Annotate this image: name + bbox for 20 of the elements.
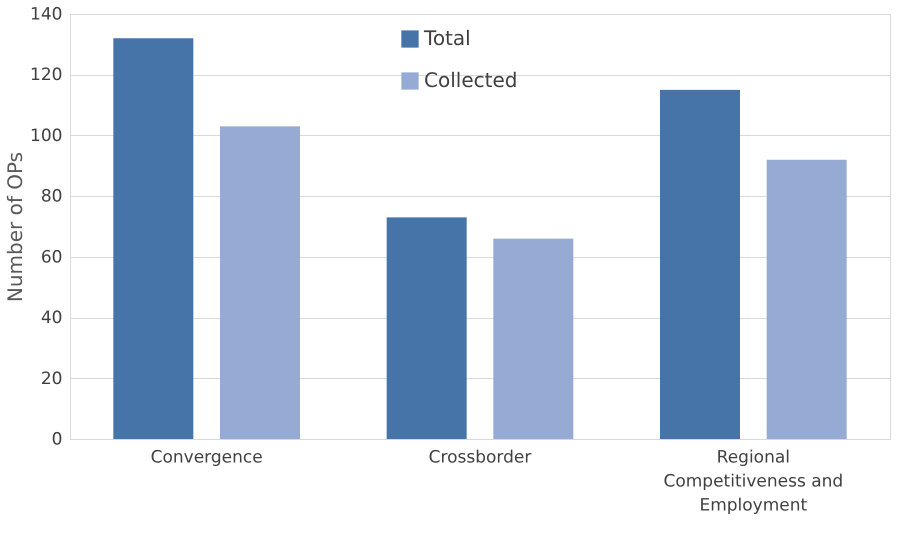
legend-label: Collected (424, 68, 518, 92)
y-tick-label: 100 (30, 126, 62, 146)
bar (386, 217, 467, 439)
y-tick-label: 120 (30, 65, 62, 86)
x-tick-label: Convergence (150, 448, 263, 468)
bar (113, 38, 194, 439)
bar (493, 238, 574, 439)
bar (766, 160, 847, 439)
y-tick-label: 40 (40, 308, 62, 328)
y-tick-label: 0 (52, 430, 62, 450)
y-tick-label: 60 (40, 247, 62, 268)
x-tick-label: Regional Competitiveness and Employment (663, 448, 844, 516)
y-axis-title: Number of OPs (3, 152, 28, 302)
legend-label: Total (423, 26, 471, 50)
x-tick-label: Crossborder (428, 448, 532, 468)
bar (660, 90, 740, 439)
bar (220, 126, 300, 439)
y-tick-label: 80 (40, 186, 62, 207)
y-tick-label: 20 (40, 368, 62, 389)
y-tick-label: 140 (30, 4, 62, 24)
